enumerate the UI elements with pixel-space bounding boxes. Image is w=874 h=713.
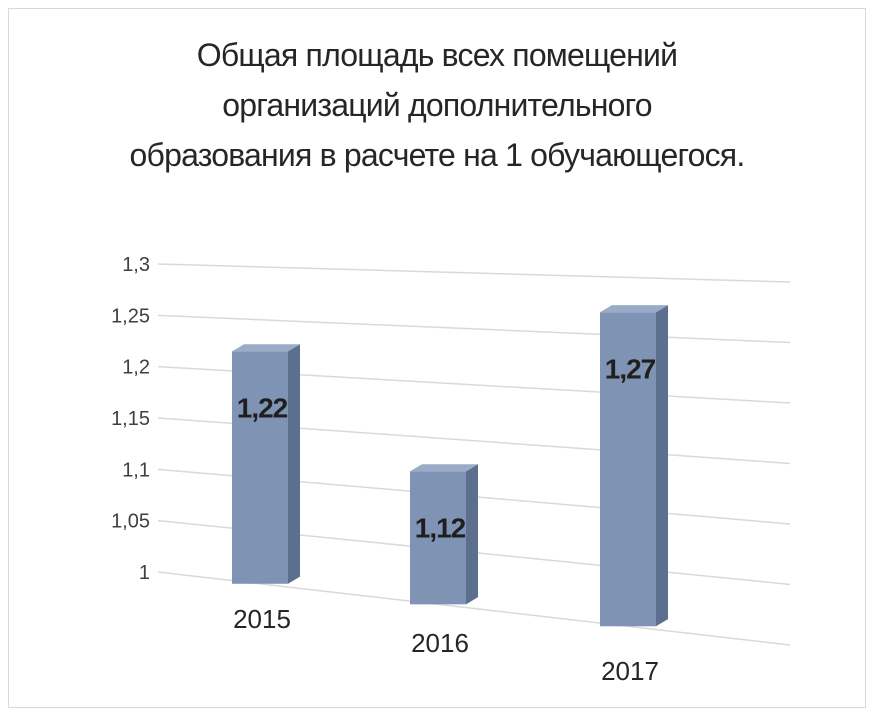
bar-2015: 1,22 [232,344,300,584]
y-tick-label: 1 [139,562,150,584]
chart-title: Общая площадь всех помещений организаций… [0,30,874,180]
data-label: 1,27 [605,353,656,384]
bar-top [410,464,478,472]
bar-front [600,312,656,627]
x-axis-categories: 2015 2016 2017 [233,604,659,686]
data-label: 1,12 [415,512,466,543]
x-category-label: 2016 [411,628,469,658]
y-tick-label: 1,05 [111,511,150,533]
bar-top [600,305,668,313]
chart-title-line-1: Общая площадь всех помещений [196,37,678,73]
bar-front [232,351,288,584]
chart-title-line-3: образования в расчете на 1 обучающегося. [129,137,746,173]
data-label: 1,22 [237,392,288,423]
y-tick-label: 1,1 [122,459,150,481]
y-tick-label: 1,25 [111,305,150,327]
bar-side [288,344,300,584]
bars: 1,22 1,12 1,27 [232,305,668,627]
bar-side [656,305,668,627]
x-category-label: 2017 [601,656,659,686]
y-axis-ticks: 1 1,05 1,1 1,15 1,2 1,25 1,3 [111,254,150,584]
bar-side [466,464,478,605]
y-tick-label: 1,3 [122,254,150,276]
chart-title-line-2: организаций дополнительного [222,87,652,123]
bar-front [410,471,466,605]
bar-top [232,344,300,352]
y-tick-label: 1,15 [111,408,150,430]
bar-2016: 1,12 [410,464,478,605]
y-tick-label: 1,2 [122,357,150,379]
gridline [157,571,791,646]
x-category-label: 2015 [233,604,291,634]
gridline [157,263,791,283]
gridline [157,314,791,344]
bar-2017: 1,27 [600,305,668,627]
